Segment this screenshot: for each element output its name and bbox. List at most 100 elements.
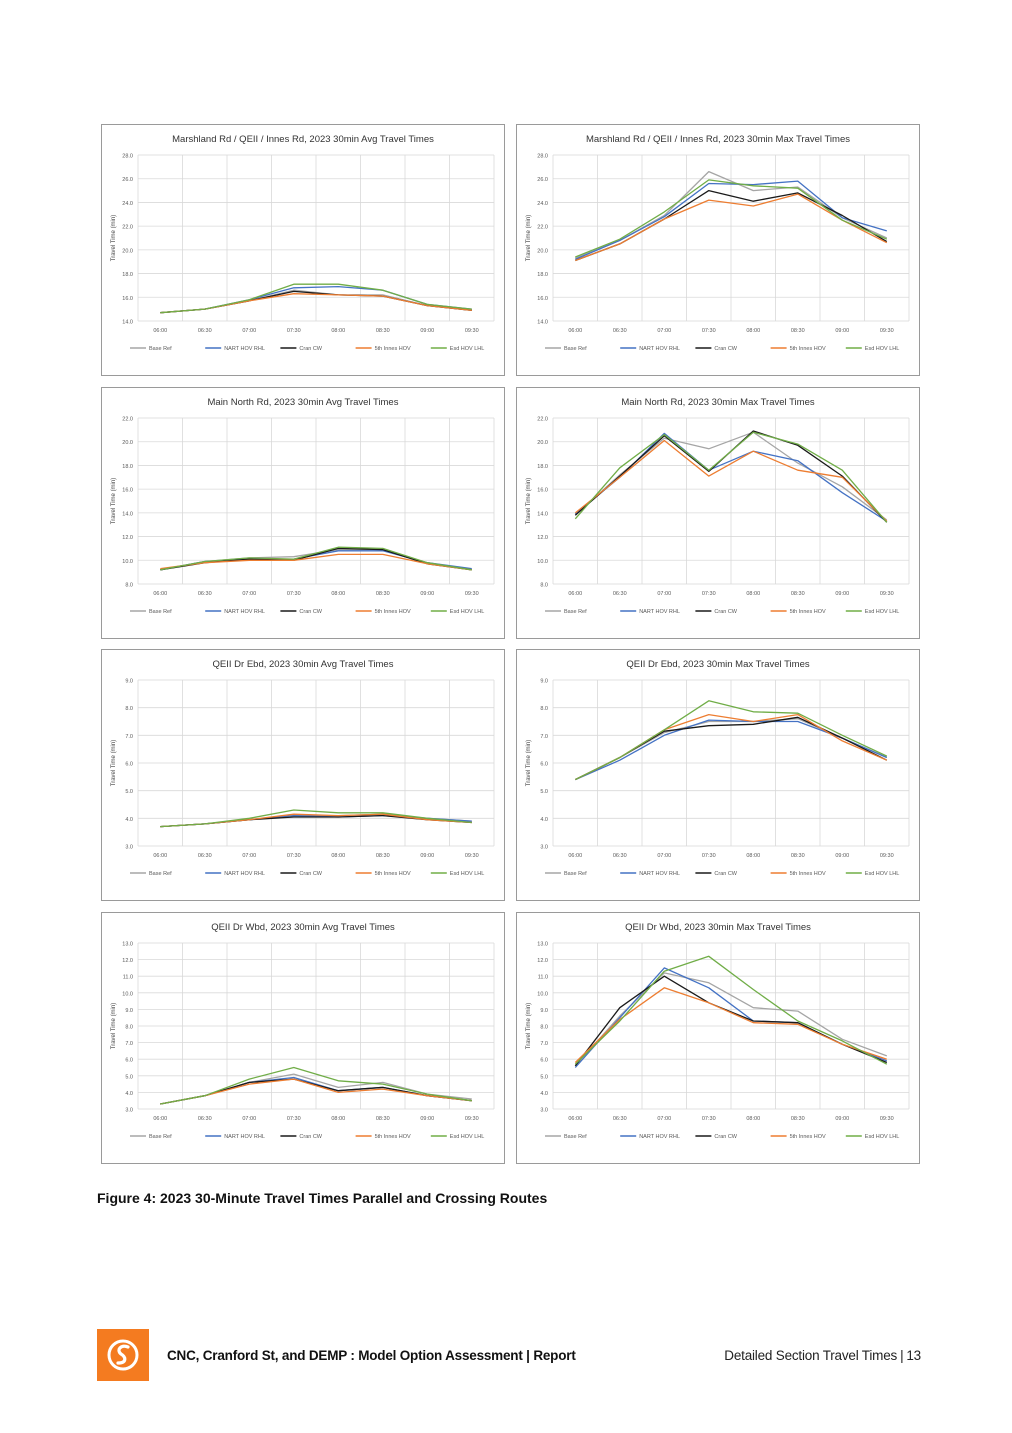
legend-label: Cran CW [714,1134,737,1140]
y-tick-label: 7.0 [125,1041,133,1047]
y-tick-label: 10.0 [537,559,548,565]
chart-panel: QEII Dr Wbd, 2023 30min Avg Travel Times… [101,912,505,1164]
legend-label: Esd HOV LHL [865,609,900,615]
y-axis-label: Travel Time (min) [111,740,117,786]
legend-label: Esd HOV LHL [450,609,485,615]
y-axis-label: Travel Time (min) [526,1003,532,1049]
chart-title: Marshland Rd / QEII / Innes Rd, 2023 30m… [172,134,434,145]
y-tick-label: 5.0 [540,789,548,795]
legend-label: 5th Innes HOV [375,871,411,877]
chart-title: QEII Dr Wbd, 2023 30min Avg Travel Times [211,922,395,933]
chart-title: Main North Rd, 2023 30min Avg Travel Tim… [208,397,399,408]
x-tick-label: 06:30 [198,591,212,597]
y-axis-label: Travel Time (min) [526,478,532,524]
x-tick-label: 06:00 [568,591,582,597]
y-tick-label: 20.0 [122,440,133,446]
y-tick-label: 3.0 [125,1108,133,1114]
x-tick-label: 06:30 [613,1116,627,1122]
legend-label: 5th Innes HOV [375,346,411,352]
chart-title: QEII Dr Wbd, 2023 30min Max Travel Times [625,922,811,933]
x-tick-label: 07:00 [657,1116,671,1122]
y-tick-label: 3.0 [540,845,548,851]
x-tick-label: 09:30 [465,853,479,859]
x-tick-label: 09:30 [465,1116,479,1122]
y-tick-label: 20.0 [537,248,548,254]
x-tick-label: 07:00 [242,328,256,334]
x-tick-label: 06:00 [568,1116,582,1122]
series-line [575,193,888,262]
x-tick-label: 08:30 [376,853,390,859]
line-chart: QEII Dr Wbd, 2023 30min Avg Travel Times… [111,922,495,1140]
legend-label: Base Ref [564,871,587,877]
y-tick-label: 12.0 [122,958,133,964]
series-line [574,955,888,1065]
x-tick-label: 09:00 [835,1116,849,1122]
x-tick-label: 07:30 [702,328,716,334]
legend-label: Cran CW [714,346,737,352]
y-tick-label: 8.0 [540,706,548,712]
y-tick-label: 4.0 [540,817,548,823]
y-tick-label: 5.0 [540,1074,548,1080]
chart-panel: Marshland Rd / QEII / Innes Rd, 2023 30m… [516,124,920,376]
chart-title: Main North Rd, 2023 30min Max Travel Tim… [621,397,814,408]
y-tick-label: 28.0 [537,154,548,160]
y-tick-label: 14.0 [122,320,133,326]
x-tick-label: 09:30 [880,591,894,597]
chart-panel: QEII Dr Ebd, 2023 30min Avg Travel Times… [101,649,505,901]
chart-panel: Marshland Rd / QEII / Innes Rd, 2023 30m… [101,124,505,376]
y-axis-label: Travel Time (min) [526,215,532,261]
y-tick-label: 22.0 [122,417,133,423]
y-tick-label: 4.0 [125,817,133,823]
y-tick-label: 16.0 [122,488,133,494]
x-tick-label: 07:00 [242,853,256,859]
x-tick-label: 09:30 [880,1116,894,1122]
y-axis-label: Travel Time (min) [111,1003,117,1049]
legend-label: NART HOV RHL [639,609,680,615]
y-axis-label: Travel Time (min) [111,478,117,524]
y-tick-label: 14.0 [537,511,548,517]
x-tick-label: 08:00 [746,328,760,334]
line-chart: Marshland Rd / QEII / Innes Rd, 2023 30m… [526,134,910,352]
x-tick-label: 08:30 [791,591,805,597]
y-tick-label: 5.0 [125,789,133,795]
legend-label: 5th Innes HOV [375,1134,411,1140]
legend-label: 5th Innes HOV [790,1134,826,1140]
chart-panel: Main North Rd, 2023 30min Avg Travel Tim… [101,387,505,639]
legend-label: NART HOV RHL [224,609,265,615]
x-tick-label: 09:00 [420,591,434,597]
line-chart: Main North Rd, 2023 30min Avg Travel Tim… [111,397,495,615]
y-tick-label: 8.0 [540,583,548,589]
legend-label: NART HOV RHL [224,1134,265,1140]
legend-label: Cran CW [714,871,737,877]
x-tick-label: 08:30 [791,328,805,334]
footer-report-title: CNC, Cranford St, and DEMP : Model Optio… [167,1348,576,1363]
legend-label: Esd HOV LHL [865,1134,900,1140]
legend-label: Base Ref [149,346,172,352]
series-line [574,431,888,523]
y-tick-label: 16.0 [537,488,548,494]
x-tick-label: 09:30 [880,328,894,334]
y-tick-label: 4.0 [125,1091,133,1097]
y-tick-label: 14.0 [537,320,548,326]
chart-title: QEII Dr Ebd, 2023 30min Max Travel Times [626,659,809,670]
x-tick-label: 08:30 [376,591,390,597]
y-tick-label: 11.0 [123,975,133,981]
x-tick-label: 09:00 [835,853,849,859]
legend-label: Cran CW [714,609,737,615]
x-tick-label: 06:30 [613,328,627,334]
y-tick-label: 24.0 [122,201,133,207]
y-tick-label: 6.0 [125,1058,133,1064]
x-tick-label: 06:00 [153,328,167,334]
x-tick-label: 09:00 [835,591,849,597]
legend-label: NART HOV RHL [224,346,265,352]
y-tick-label: 22.0 [537,417,548,423]
x-tick-label: 08:00 [331,853,345,859]
x-tick-label: 07:30 [702,1116,716,1122]
y-tick-label: 20.0 [537,440,548,446]
y-tick-label: 8.0 [125,1025,133,1031]
chart-panel: QEII Dr Ebd, 2023 30min Max Travel Times… [516,649,920,901]
y-tick-label: 10.0 [122,991,133,997]
y-axis-label: Travel Time (min) [111,215,117,261]
x-tick-label: 06:30 [198,853,212,859]
series-line [160,1078,472,1105]
